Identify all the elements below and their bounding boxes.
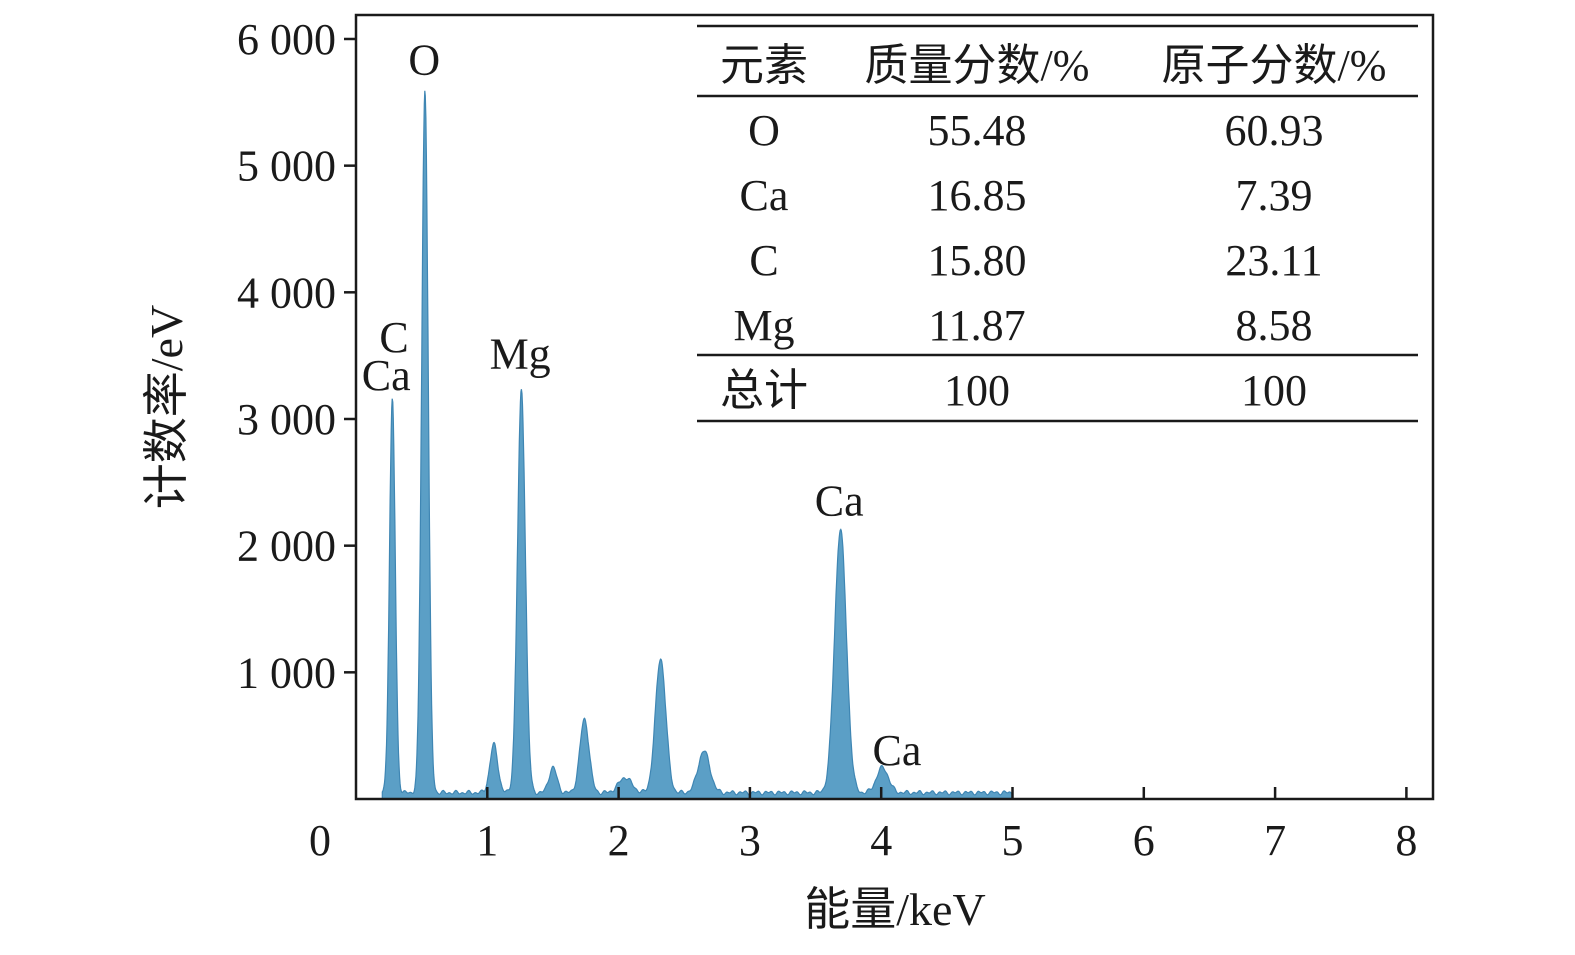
table-cell: 11.87 [928, 301, 1025, 350]
y-tick-label: 4 000 [237, 268, 336, 317]
table-cell: 23.11 [1225, 236, 1322, 285]
plot-layer [381, 90, 1014, 800]
axes-layer: 1 000 2 000 3 000 4 000 5 000 6 000 0 1 2 3 4 5 6 7 8 能… [141, 13, 1435, 935]
table-total-cell: 100 [1241, 366, 1307, 415]
x-axis-label: 能量/keV [804, 884, 985, 935]
x-tick-label: 3 [739, 816, 761, 865]
y-axis-label: 计数率/eV [141, 305, 192, 509]
table-cell: Ca [740, 171, 789, 220]
table-cell: Mg [733, 301, 794, 350]
inset-table: 元素 质量分数/% 原子分数/% O 55.48 60.93 Ca 16.85 7.39 C 15.… [697, 24, 1418, 423]
table-cell: 7.39 [1236, 171, 1313, 220]
peak-label: O [408, 35, 440, 84]
peak-label: Ca [873, 726, 922, 775]
table-cell: 55.48 [928, 106, 1027, 155]
y-tick-label: 3 000 [237, 395, 336, 444]
table-cell: 15.80 [928, 236, 1027, 285]
x-tick-label: 8 [1395, 816, 1417, 865]
x-tick-label: 4 [870, 816, 892, 865]
peak-label: Ca [362, 351, 411, 400]
table-cell: C [749, 236, 778, 285]
plot-frame [354, 13, 1435, 801]
table-total-cell: 100 [944, 366, 1010, 415]
y-tick-label: 5 000 [237, 142, 336, 191]
table-header-bg [697, 28, 1418, 94]
table-header-cell: 质量分数/% [865, 41, 1090, 90]
peak-label: Ca [815, 476, 864, 525]
y-tick-label: 2 000 [237, 522, 336, 571]
spectrum-area [381, 90, 1014, 800]
x-tick-label: 5 [1002, 816, 1024, 865]
x-tick-label: 2 [608, 816, 630, 865]
y-tick-label: 6 000 [237, 15, 336, 64]
table-cell: 8.58 [1236, 301, 1313, 350]
peak-label: Mg [490, 329, 551, 378]
table-total-cell: 总计 [720, 366, 808, 415]
y-tick-label: 1 000 [237, 648, 336, 697]
x-tick-label: 1 [476, 816, 498, 865]
peak-label: C [379, 313, 408, 362]
table-header-cell: 原子分数/% [1162, 41, 1387, 90]
x-tick-label: 7 [1264, 816, 1286, 865]
table-cell: 60.93 [1225, 106, 1324, 155]
table-cell: 16.85 [928, 171, 1027, 220]
x-tick-label: 0 [309, 816, 331, 865]
table-cell: O [748, 106, 780, 155]
x-tick-label: 6 [1133, 816, 1155, 865]
table-header-cell: 元素 [720, 41, 808, 90]
